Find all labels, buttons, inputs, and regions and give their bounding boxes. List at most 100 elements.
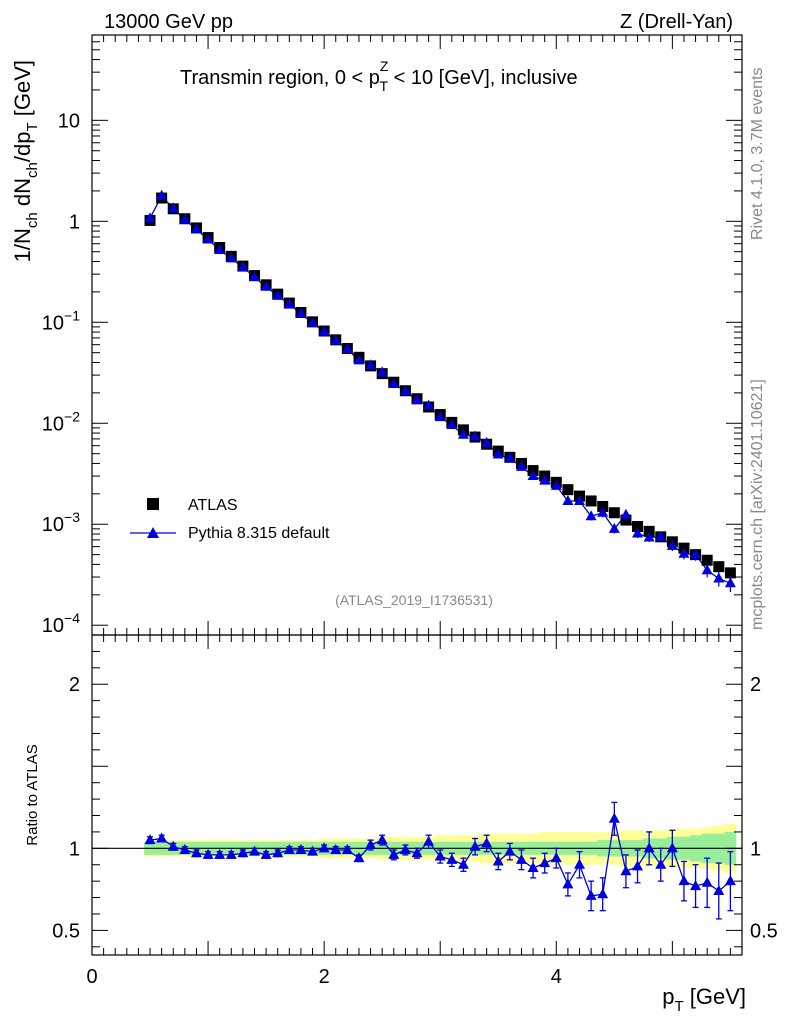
x-axis-label-text: pT [GeV] — [662, 984, 746, 1015]
process-label: Z (Drell-Yan) — [620, 11, 733, 33]
mc-point — [272, 289, 284, 300]
data-point — [585, 495, 597, 507]
ratio-mc-point — [597, 888, 609, 899]
ratio-y-tick-label: 0.5 — [52, 920, 80, 942]
ratio-mc-point — [620, 865, 632, 876]
ratio-mc-point — [167, 840, 179, 851]
y-tick-label: 10−3 — [42, 509, 80, 536]
y-tick-label: 10−1 — [42, 307, 80, 334]
ratio-mc-point — [585, 889, 597, 900]
energy-label: 13000 GeV pp — [104, 11, 233, 33]
ratio-mc-point — [643, 842, 655, 853]
mc-point — [574, 494, 585, 505]
mc-point — [237, 261, 249, 272]
mc-point — [620, 508, 632, 519]
ratio-mc-point — [701, 876, 713, 887]
ratio-mc-point — [376, 834, 388, 845]
ratio-mc-point — [515, 853, 527, 864]
data-point — [701, 554, 713, 566]
y-axis-label: 1/Nch dNch/dpT [GeV] — [10, 60, 41, 262]
ratio-mc-point — [365, 839, 377, 850]
ratio-mc-point — [214, 848, 226, 859]
ratio-panel: 0 2 4 0.5 0.5 1 1 2 2 — [52, 634, 778, 988]
mc-point — [190, 223, 202, 234]
y-axis-label-text: 1/Nch dNch/dpT [GeV] — [10, 60, 41, 262]
ratio-mc-point — [457, 858, 469, 869]
mc-point — [527, 470, 539, 481]
mc-point — [307, 317, 319, 328]
mc-point — [156, 189, 168, 200]
data-point — [713, 561, 725, 573]
ratio-mc-point — [156, 832, 168, 843]
ratio-mc-point — [388, 848, 400, 859]
ratio-mc-point — [260, 848, 272, 859]
mc-point — [585, 510, 597, 521]
ratio-mc-point — [190, 847, 202, 858]
ratio-mc-point — [492, 855, 504, 866]
mc-point — [330, 334, 342, 345]
x-axis-label: pT [GeV] — [662, 984, 746, 1015]
mc-point — [388, 377, 400, 388]
mc-point — [608, 522, 620, 533]
ratio-mc-point — [249, 845, 260, 856]
ratio-mc-point — [562, 878, 574, 889]
legend-data-marker — [147, 498, 159, 510]
mc-point — [260, 280, 272, 291]
mc-point — [655, 530, 667, 541]
ratio-mc-point — [225, 848, 237, 859]
ratio-y-label: Ratio to ATLAS — [24, 744, 41, 845]
x-tick-label: 4 — [551, 966, 562, 988]
mc-point — [539, 474, 551, 485]
ratio-y-tick-label-right: 0.5 — [750, 920, 778, 942]
legend: ATLAS Pythia 8.315 default — [130, 497, 330, 542]
mc-point — [504, 452, 516, 463]
ratio-mc-point — [504, 845, 516, 856]
mc-point — [597, 506, 609, 517]
ratio-mc-point — [527, 862, 539, 873]
ratio-y-tick-label: 1 — [69, 838, 80, 860]
mc-point — [399, 385, 411, 396]
mc-point — [353, 354, 365, 365]
mc-point — [701, 564, 713, 575]
data-point — [620, 514, 632, 526]
ratio-mc-point — [423, 835, 435, 846]
mc-point — [446, 419, 458, 430]
mc-point — [295, 307, 307, 318]
region-title: Transmin region, 0 < pZ T < 10 [GeV], inc… — [180, 58, 578, 94]
ratio-mc-point — [608, 812, 620, 823]
ratio-mc-point — [724, 875, 736, 886]
ratio-y-tick-label-right: 1 — [750, 838, 761, 860]
mc-point — [643, 531, 655, 542]
mc-point — [214, 243, 226, 254]
mc-point — [365, 359, 377, 370]
mc-point — [724, 577, 736, 588]
mc-point — [225, 252, 237, 263]
ratio-frame — [91, 634, 743, 956]
data-point — [643, 525, 655, 537]
mc-point — [632, 527, 644, 538]
ratio-mc-point — [574, 858, 585, 869]
ratio-mc-point — [666, 842, 678, 853]
mc-point — [515, 460, 527, 471]
ratio-mc-point — [144, 834, 156, 845]
mc-point — [562, 494, 574, 505]
legend-mc-label: Pythia 8.315 default — [188, 525, 330, 542]
region-title-text: Transmin region, 0 < pZ T < 10 [GeV], inc… — [180, 58, 578, 94]
mc-point — [249, 271, 260, 282]
ratio-mc-point — [295, 843, 307, 854]
mc-point — [179, 213, 191, 224]
ratio-mc-point — [283, 843, 295, 854]
y-tick-label: 10 — [58, 110, 80, 132]
mc-point — [423, 399, 435, 410]
mc-point — [376, 366, 388, 377]
ratio-mc-point — [690, 880, 702, 891]
x-tick-label: 2 — [319, 966, 330, 988]
ratio-mc-point — [318, 842, 330, 853]
ratio-mc-point — [632, 860, 644, 871]
mc-point — [550, 479, 562, 490]
data-point — [724, 567, 736, 579]
ratio-mc-point — [481, 837, 493, 848]
legend-mc-marker — [147, 527, 159, 538]
mc-point — [167, 202, 179, 213]
